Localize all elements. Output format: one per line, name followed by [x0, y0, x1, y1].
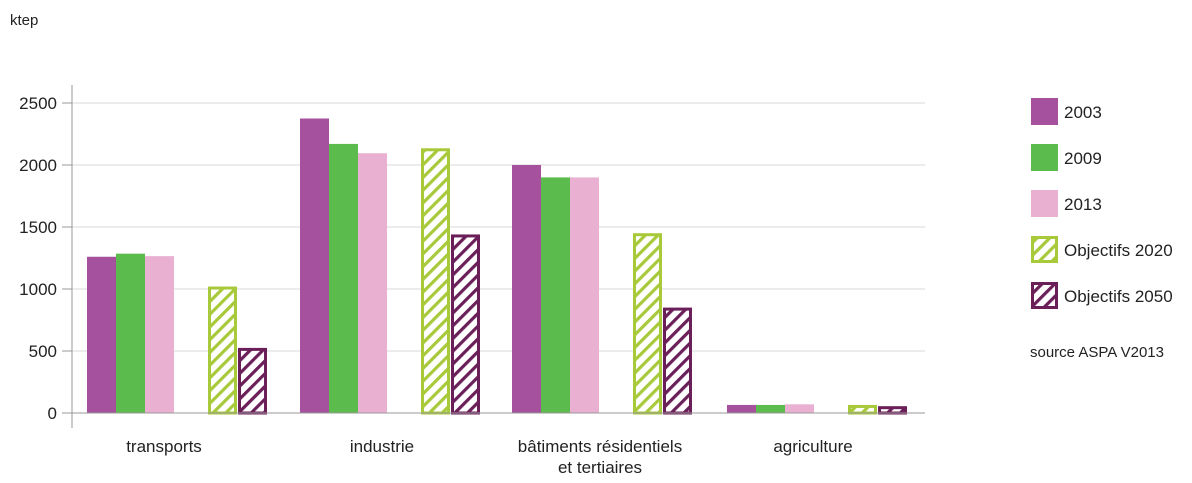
bar-2009-agriculture [756, 404, 785, 413]
bar-objectifs-2050-agriculture [878, 406, 907, 415]
axes [71, 85, 925, 428]
bar-2013-b-timents-r-sidentiels-et-tertiaires [570, 177, 599, 413]
legend-label-2013: 2013 [1064, 195, 1102, 214]
bar-2003-b-timents-r-sidentiels-et-tertiaires [512, 165, 541, 413]
bars [87, 118, 907, 415]
y-tick-label: 2000 [19, 156, 57, 175]
bar-objectifs-2020-agriculture [848, 404, 877, 415]
legend-swatch-2003 [1031, 98, 1058, 125]
bar-2013-transports [145, 256, 174, 413]
legend-swatch-objectifs-2050 [1031, 282, 1058, 309]
bar-2009-transports [116, 253, 145, 413]
y-tick-label: 1500 [19, 218, 57, 237]
legend-swatch-2013 [1031, 190, 1058, 217]
y-tick-label: 500 [29, 342, 57, 361]
legend-swatch-objectifs-2020 [1031, 236, 1058, 263]
bar-2013-agriculture [785, 404, 814, 413]
x-category-label: industrie [350, 437, 414, 456]
legend-label-objectifs-2020: Objectifs 2020 [1064, 241, 1173, 260]
y-tick-label: 1000 [19, 280, 57, 299]
legend-swatch-2009 [1031, 144, 1058, 171]
bar-2003-industrie [300, 118, 329, 413]
bar-2009-industrie [329, 143, 358, 414]
bar-objectifs-2050-transports [238, 347, 267, 415]
bar-2013-industrie [358, 153, 387, 413]
legend-label-2009: 2009 [1064, 149, 1102, 168]
x-axis-labels: transports industrie bâtiments résidentiel… [126, 437, 852, 477]
bar-objectifs-2020-industrie [421, 148, 450, 415]
legend-label-objectifs-2050: Objectifs 2050 [1064, 287, 1173, 306]
legend: 2003 2009 2013 Objectifs 2020 Objectifs 2050 [1031, 98, 1173, 309]
x-category-label: agriculture [773, 437, 852, 456]
bar-2003-transports [87, 256, 116, 413]
y-axis-unit-label: ktep [10, 12, 38, 29]
bar-objectifs-2050-b-timents-r-sidentiels-et-tertiaires [663, 307, 692, 415]
x-category-label: transports [126, 437, 202, 456]
y-tick-label: 2500 [19, 94, 57, 113]
gridlines [72, 102, 925, 352]
bar-objectifs-2020-transports [208, 286, 237, 415]
y-tick-label: 0 [48, 404, 57, 423]
source-note: source ASPA V2013 [1030, 344, 1164, 361]
bar-objectifs-2050-industrie [451, 234, 480, 415]
y-axis-ticks: 0 500 1000 1500 2000 2500 [19, 94, 72, 423]
legend-label-2003: 2003 [1064, 103, 1102, 122]
x-category-label: bâtiments résidentiels et tertiaires [518, 437, 682, 477]
bar-2003-agriculture [727, 404, 756, 413]
bar-2009-b-timents-r-sidentiels-et-tertiaires [541, 177, 570, 413]
bar-objectifs-2020-b-timents-r-sidentiels-et-tertiaires [633, 233, 662, 415]
